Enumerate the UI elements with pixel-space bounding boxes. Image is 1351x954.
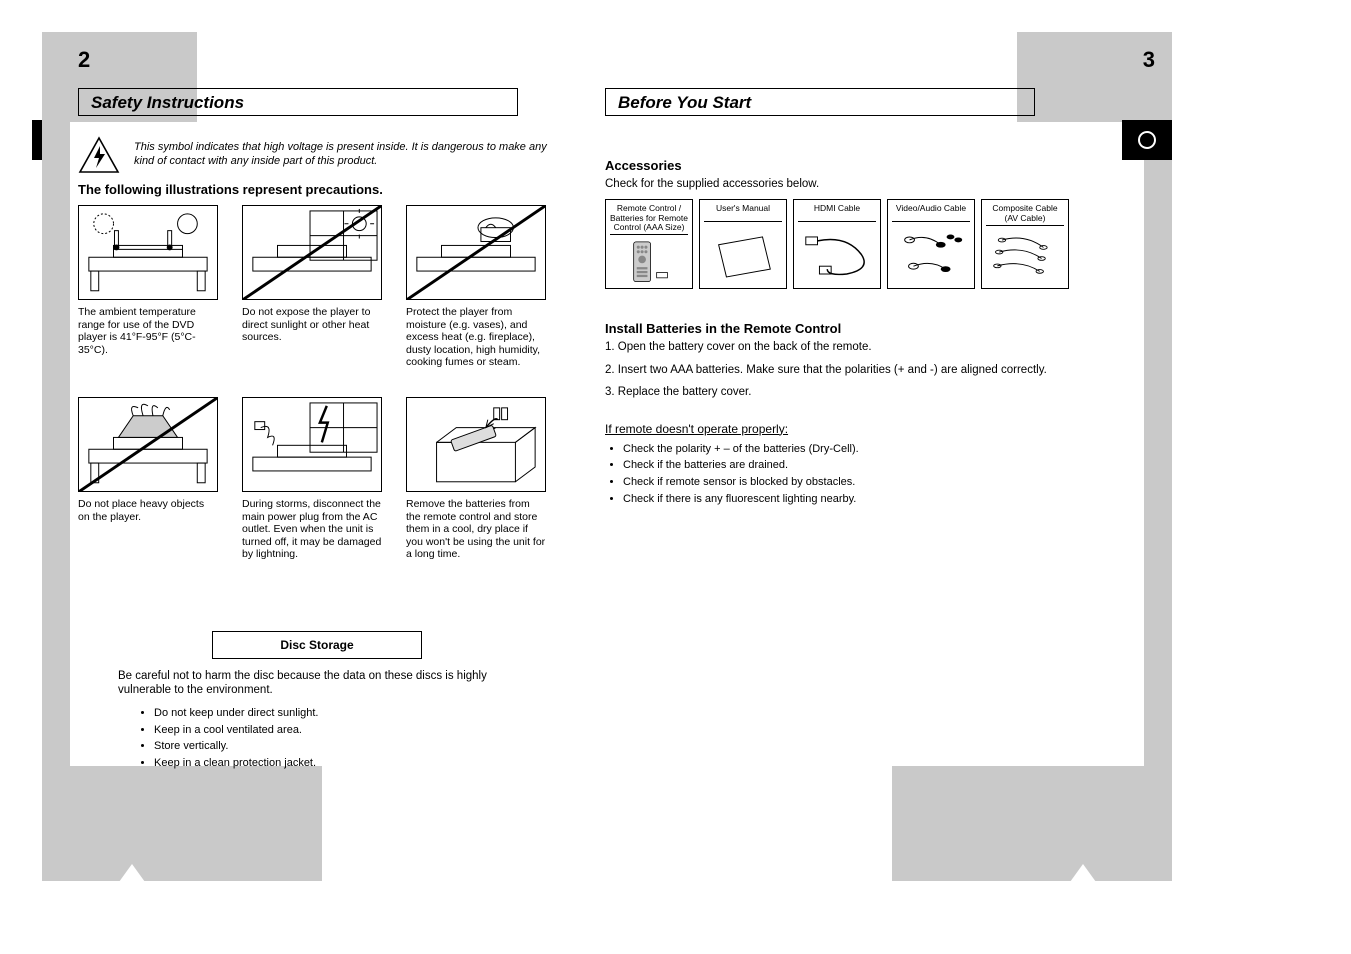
troubleshoot-bullets: Check the polarity + – of the batteries … [623, 442, 1083, 507]
trouble-bullet: Check the polarity + – of the batteries … [623, 442, 1083, 457]
remote-step-2: 2. Insert two AAA batteries. Make sure t… [605, 363, 1083, 377]
av-cable-icon [892, 225, 970, 284]
left-section-header: Safety Instructions [78, 88, 518, 116]
high-voltage-warning-icon [78, 136, 120, 174]
manual-icon [704, 225, 782, 284]
acc-title: Video/Audio Cable [892, 204, 970, 222]
left-tab [32, 120, 42, 160]
acc-hdmi: HDMI Cable [793, 199, 881, 289]
acc-remote: Remote Control / Batteries for Remote Co… [605, 199, 693, 289]
accessories-intro: Check for the supplied accessories below… [605, 177, 1083, 191]
remote-icon [610, 238, 688, 284]
caption-lightning: During storms, disconnect the main power… [242, 498, 382, 561]
trouble-bullet: Check if there is any fluorescent lighti… [623, 492, 1083, 507]
illus-battery-storage [406, 397, 546, 492]
disc-bullet: Do not keep under direct sunlight. [154, 706, 516, 721]
precautions-heading: The following illustrations represent pr… [78, 182, 556, 197]
section-tab [1122, 120, 1172, 160]
acc-title: Composite Cable (AV Cable) [986, 204, 1064, 226]
acc-title: User's Manual [704, 204, 782, 222]
page-number-right: 3 [1143, 47, 1155, 73]
disc-storage-heading: Disc Storage [212, 631, 422, 659]
accessories-heading: Accessories [605, 158, 1083, 173]
caption-sunlight: Do not expose the player to direct sunli… [242, 306, 382, 369]
warning-caption: This symbol indicates that high voltage … [134, 141, 556, 169]
disc-bullet: Keep in a clean protection jacket. [154, 756, 516, 771]
caption-batteries: Remove the batteries from the remote con… [406, 498, 546, 561]
illus-temperature [78, 205, 218, 300]
disc-bullet: Store vertically. [154, 739, 516, 754]
acc-manual: User's Manual [699, 199, 787, 289]
illus-lightning [242, 397, 382, 492]
disc-bullets: Do not keep under direct sunlight. Keep … [96, 706, 556, 771]
illus-sunlight [242, 205, 382, 300]
composite-cable-icon [986, 229, 1064, 284]
acc-title: Remote Control / Batteries for Remote Co… [610, 204, 688, 235]
caption-temperature: The ambient temperature range for use of… [78, 306, 218, 369]
acc-title: HDMI Cable [798, 204, 876, 222]
right-section-header: Before You Start [605, 88, 1035, 116]
remote-step-3: 3. Replace the battery cover. [605, 385, 1083, 399]
footer-triangle-left [102, 860, 162, 904]
illus-heavy-objects [78, 397, 218, 492]
footer-triangle-right [1053, 860, 1113, 904]
illus-moisture [406, 205, 546, 300]
trouble-bullet: Check if the batteries are drained. [623, 458, 1083, 473]
remote-step-1: 1. Open the battery cover on the back of… [605, 340, 1083, 354]
caption-heavy: Do not place heavy objects on the player… [78, 498, 218, 561]
acc-composite: Composite Cable (AV Cable) [981, 199, 1069, 289]
install-batteries-heading: Install Batteries in the Remote Control [605, 321, 1083, 336]
hdmi-cable-icon [798, 225, 876, 284]
caption-moisture: Protect the player from moisture (e.g. v… [406, 306, 546, 369]
circle-icon [1138, 131, 1156, 149]
disc-bullet: Keep in a cool ventilated area. [154, 723, 516, 738]
troubleshoot-heading: If remote doesn't operate properly: [605, 422, 788, 436]
acc-av-cable: Video/Audio Cable [887, 199, 975, 289]
disc-storage-para: Be careful not to harm the disc because … [78, 669, 556, 698]
trouble-bullet: Check if remote sensor is blocked by obs… [623, 475, 1083, 490]
